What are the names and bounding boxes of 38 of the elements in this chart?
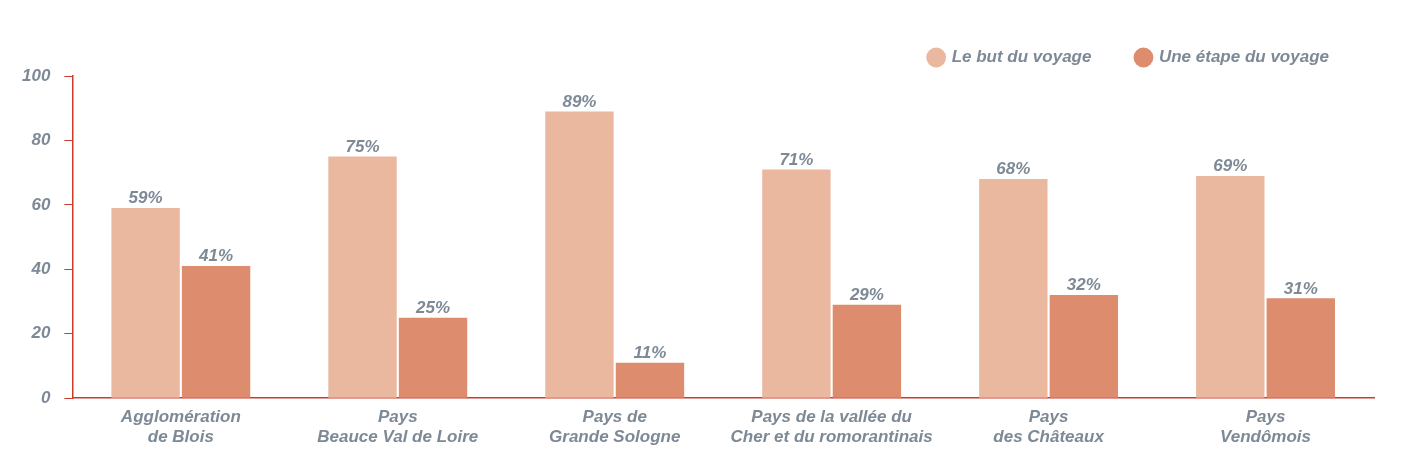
- x-tick-label: Pays de Grande Sologne: [549, 407, 681, 447]
- x-tick-label: Pays Vendômois: [1220, 407, 1312, 447]
- data-label: 25%: [415, 297, 451, 317]
- bar: [615, 362, 685, 398]
- bar: [398, 317, 468, 398]
- bar: [1266, 298, 1335, 398]
- bar: [328, 156, 397, 398]
- bar: [832, 304, 902, 398]
- bar: [1049, 295, 1119, 398]
- x-tick-label: Pays Beauce Val de Loire: [317, 407, 479, 447]
- x-tick-label: Pays des Châteaux: [993, 407, 1106, 447]
- y-tick-label: 100: [21, 65, 51, 85]
- y-tick-label: 40: [30, 259, 51, 279]
- bar: [979, 179, 1048, 398]
- legend-label: Une étape du voyage: [1158, 47, 1330, 67]
- data-label: 89%: [562, 91, 597, 111]
- data-label: 41%: [198, 246, 234, 266]
- data-label: 69%: [1213, 156, 1248, 176]
- data-label: 29%: [848, 284, 884, 304]
- y-tick-label: 80: [31, 130, 51, 150]
- x-tick-label: Agglomération de Blois: [119, 407, 241, 447]
- bar: [762, 169, 831, 398]
- data-label: 11%: [633, 342, 667, 362]
- data-label: 75%: [345, 136, 380, 156]
- bar: [1196, 175, 1265, 398]
- data-label: 59%: [128, 188, 163, 208]
- data-label: 71%: [779, 149, 814, 169]
- y-tick-label: 20: [30, 323, 51, 343]
- bar: [181, 266, 251, 398]
- data-label: 68%: [996, 159, 1031, 179]
- bar: [545, 111, 614, 398]
- data-label: 31%: [1283, 278, 1318, 298]
- y-tick-label: 0: [40, 387, 51, 407]
- y-tick-label: 60: [31, 194, 51, 214]
- x-tick-label: Pays de la vallée du Cher et du romorantinais: [730, 407, 933, 447]
- legend-label: Le but du voyage: [951, 47, 1092, 67]
- data-label: 32%: [1066, 275, 1101, 295]
- bar: [111, 208, 180, 398]
